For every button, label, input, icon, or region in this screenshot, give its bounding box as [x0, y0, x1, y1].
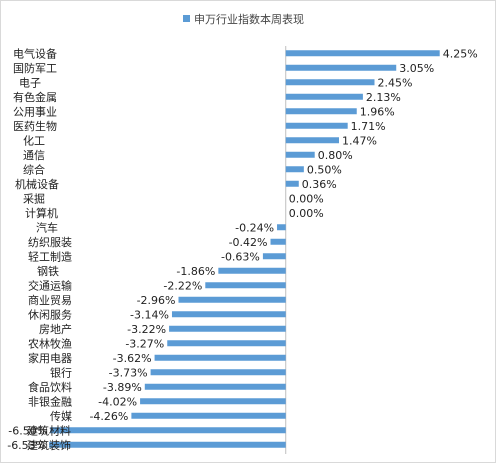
category-label: 农林牧渔 — [28, 336, 72, 350]
data-label: -0.42% — [229, 236, 268, 249]
data-label: -1.86% — [176, 265, 215, 278]
category-label: 建筑材料 — [27, 423, 71, 437]
data-label: -0.24% — [235, 221, 274, 234]
bar — [285, 137, 339, 144]
data-label: -6.53% — [7, 439, 46, 452]
data-label: -3.27% — [125, 337, 164, 350]
bar — [285, 108, 357, 115]
data-label: -3.73% — [109, 366, 148, 379]
bar — [285, 64, 397, 71]
bar — [285, 79, 375, 86]
data-label: 2.13% — [366, 91, 401, 104]
category-label: 银行 — [50, 365, 72, 379]
bar — [49, 441, 286, 448]
data-label: 3.05% — [399, 62, 434, 75]
bar — [178, 296, 286, 303]
category-label: 化工 — [23, 133, 45, 147]
category-label: 公用事业 — [13, 105, 57, 118]
bar — [285, 180, 299, 187]
bar — [285, 50, 440, 57]
data-label: -3.89% — [103, 381, 142, 394]
category-label: 非银金融 — [28, 394, 72, 408]
data-label: 0.00% — [289, 207, 324, 220]
data-label: 2.45% — [377, 76, 412, 89]
category-label: 医药生物 — [13, 119, 57, 133]
category-label: 家用电器 — [28, 351, 72, 365]
data-label: 0.36% — [302, 178, 337, 191]
bar — [169, 325, 286, 332]
category-label: 轻工制造 — [28, 249, 72, 263]
category-label: 采掘 — [23, 191, 45, 205]
bar — [285, 122, 348, 129]
bar — [154, 354, 286, 361]
bar — [140, 398, 286, 405]
legend: 申万行业指数本周表现 — [183, 12, 304, 26]
category-label: 电子 — [19, 76, 41, 89]
data-label: -4.02% — [98, 395, 137, 408]
category-label: 计算机 — [25, 206, 58, 220]
data-label: -2.22% — [163, 279, 202, 292]
bar — [218, 267, 286, 274]
bar — [171, 311, 286, 318]
bar — [285, 166, 304, 173]
bar — [262, 253, 286, 260]
bar — [270, 238, 286, 245]
data-label: 0.80% — [318, 149, 353, 162]
bar — [167, 340, 286, 347]
category-label: 休闲服务 — [28, 307, 72, 321]
data-label: 1.71% — [351, 120, 386, 133]
bar — [285, 93, 363, 100]
data-label: -0.63% — [221, 250, 260, 263]
data-label: -3.14% — [130, 308, 169, 321]
data-label: 1.47% — [342, 134, 377, 147]
category-label: 建筑装饰 — [27, 438, 71, 452]
category-label: 综合 — [23, 162, 45, 176]
bar — [285, 151, 315, 158]
category-label: 房地产 — [39, 322, 72, 336]
category-label: 机械设备 — [15, 177, 59, 191]
bar — [144, 383, 286, 390]
category-label: 国防军工 — [13, 61, 57, 75]
bar — [277, 224, 286, 231]
data-label: 4.25% — [443, 47, 478, 60]
bar — [150, 369, 286, 376]
category-label: 通信 — [23, 149, 45, 162]
category-label: 电气设备 — [13, 46, 57, 60]
bar — [50, 427, 286, 434]
bar — [205, 282, 286, 289]
category-label: 传媒 — [50, 410, 72, 423]
category-label: 交通运输 — [28, 278, 72, 292]
bar — [131, 412, 286, 419]
data-label: 1.96% — [360, 105, 395, 118]
data-label: -4.26% — [89, 410, 128, 423]
category-label: 商业贸易 — [28, 293, 72, 307]
data-label: 0.00% — [289, 192, 324, 205]
data-label: 0.50% — [307, 163, 342, 176]
category-label: 钢铁 — [37, 265, 59, 278]
category-label: 纺织服装 — [28, 235, 72, 249]
data-label: -3.22% — [127, 323, 166, 336]
data-label: -3.62% — [113, 352, 152, 365]
category-label: 有色金属 — [13, 90, 57, 104]
legend-label: 申万行业指数本周表现 — [194, 12, 304, 26]
category-label: 汽车 — [36, 220, 58, 234]
data-label: -6.50% — [8, 424, 47, 437]
category-label: 食品饮料 — [28, 380, 72, 394]
data-label: -2.96% — [137, 294, 176, 307]
legend-swatch — [183, 15, 190, 22]
